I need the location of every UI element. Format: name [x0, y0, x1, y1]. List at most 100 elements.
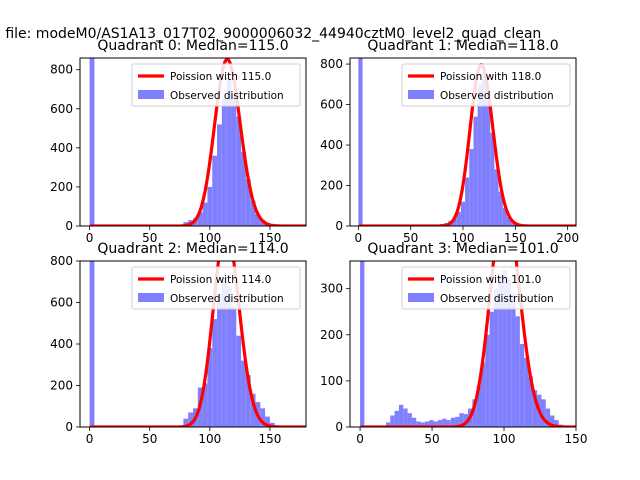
y-tick-label: 300 — [320, 282, 343, 296]
subplot-title: Quadrant 3: Median=101.0 — [367, 241, 558, 257]
y-tick-label: 400 — [50, 141, 73, 155]
histogram-bar — [477, 84, 482, 226]
histogram-bar — [250, 393, 256, 427]
histogram-bar — [188, 412, 193, 427]
histogram-bar — [360, 261, 365, 427]
histogram-bar — [390, 415, 395, 427]
histogram-bar — [89, 261, 95, 427]
histogram-bar — [358, 58, 363, 226]
legend-poisson-label: Poission with 101.0 — [440, 274, 541, 286]
legend-observed-label: Observed distribution — [170, 293, 284, 305]
y-tick-label: 0 — [65, 420, 73, 434]
histogram-bar — [442, 418, 447, 427]
histogram-bar — [524, 357, 529, 427]
y-tick-label: 600 — [50, 296, 73, 310]
poisson-curve — [359, 261, 576, 427]
x-tick-label: 50 — [403, 231, 418, 245]
y-tick-label: 400 — [320, 138, 343, 152]
x-tick-label: 200 — [556, 231, 579, 245]
histogram-bar — [493, 288, 499, 427]
legend-poisson-label: Poission with 115.0 — [170, 71, 271, 83]
legend-poisson-label: Poission with 114.0 — [170, 274, 271, 286]
histogram-bar — [433, 421, 438, 427]
y-tick-label: 800 — [320, 57, 343, 71]
legend: Poission with 118.0 Observed distribution — [401, 63, 571, 107]
histogram-bar — [459, 413, 464, 427]
histogram-bar — [545, 408, 551, 427]
histogram-bar — [519, 344, 525, 427]
histogram-bar — [460, 201, 466, 226]
axes-frame — [349, 260, 577, 428]
y-tick-label: 400 — [50, 337, 73, 351]
y-tick-label: 0 — [335, 219, 343, 233]
histogram-bar — [490, 132, 495, 226]
histogram-bar — [511, 293, 516, 427]
legend-box — [131, 63, 301, 107]
x-tick-label: 150 — [258, 231, 281, 245]
figure-suptitle: n file: modeM0/AS1A13_017T02_9000006032_… — [0, 26, 541, 42]
histogram-bar — [472, 399, 477, 427]
y-tick-label: 800 — [50, 254, 73, 268]
histogram-bar — [455, 416, 460, 427]
histogram-bar — [226, 77, 232, 226]
subplot-quadrant-2: 0 50 100 150 0 200 400 600 800 Quadrant 2: Median… — [50, 241, 307, 446]
histogram-bar — [202, 202, 208, 226]
legend-observed-swatch — [408, 90, 434, 99]
x-tick-label: 0 — [86, 231, 94, 245]
histogram-bar — [265, 416, 270, 427]
x-tick-label: 50 — [142, 231, 157, 245]
x-tick-label: 100 — [198, 231, 221, 245]
histogram-bar — [221, 99, 227, 226]
x-tick-label: 50 — [142, 432, 157, 446]
histogram-bar — [183, 418, 189, 427]
histogram-bar — [437, 420, 443, 427]
histogram-bar — [212, 319, 218, 427]
histogram-bar — [236, 116, 242, 226]
y-tick-label: 0 — [335, 420, 343, 434]
histogram-bar — [202, 383, 208, 427]
poisson-curve — [88, 261, 306, 427]
histogram-bar — [429, 420, 434, 427]
legend: Poission with 101.0 Observed distribution — [401, 266, 571, 310]
legend-poisson-label: Poission with 118.0 — [440, 71, 541, 83]
histogram-bar — [446, 420, 451, 427]
histogram-bar — [498, 191, 503, 226]
y-tick-label: 100 — [320, 374, 343, 388]
histogram-bar — [394, 410, 399, 427]
histogram-bar — [411, 417, 417, 427]
histogram-bar — [554, 420, 559, 427]
histogram-bar — [212, 155, 218, 226]
legend-observed-label: Observed distribution — [440, 293, 554, 305]
y-tick-label: 0 — [65, 219, 73, 233]
y-tick-label: 200 — [50, 180, 73, 194]
y-tick-label: 200 — [320, 179, 343, 193]
histogram-bar — [489, 311, 494, 427]
x-tick-label: 100 — [493, 432, 516, 446]
histogram-bar — [245, 179, 251, 226]
legend-observed-swatch — [138, 293, 164, 302]
x-tick-label: 100 — [452, 231, 475, 245]
histogram-bar — [494, 169, 499, 226]
histogram-bar — [532, 390, 538, 427]
histogram-bar — [231, 93, 237, 226]
histogram-bar — [465, 177, 470, 226]
y-tick-label: 200 — [50, 379, 73, 393]
axes-frame — [79, 57, 307, 227]
histogram-bar — [217, 294, 222, 427]
histogram-bar — [207, 186, 213, 226]
x-tick-label: 150 — [258, 432, 281, 446]
histogram-bar — [241, 360, 246, 427]
legend: Poission with 114.0 Observed distribution — [131, 266, 301, 310]
histogram-bar — [481, 72, 487, 226]
histogram-bar — [197, 212, 203, 226]
legend-box — [131, 266, 301, 310]
histogram-bar — [217, 124, 222, 226]
histogram-bar — [528, 376, 533, 427]
x-tick-label: 150 — [504, 231, 527, 245]
histogram-bar — [403, 408, 408, 427]
histogram — [89, 261, 280, 427]
y-tick-label: 600 — [320, 98, 343, 112]
histogram-bar — [511, 221, 516, 226]
histogram-bar — [250, 200, 256, 226]
histogram-bar — [456, 211, 461, 226]
